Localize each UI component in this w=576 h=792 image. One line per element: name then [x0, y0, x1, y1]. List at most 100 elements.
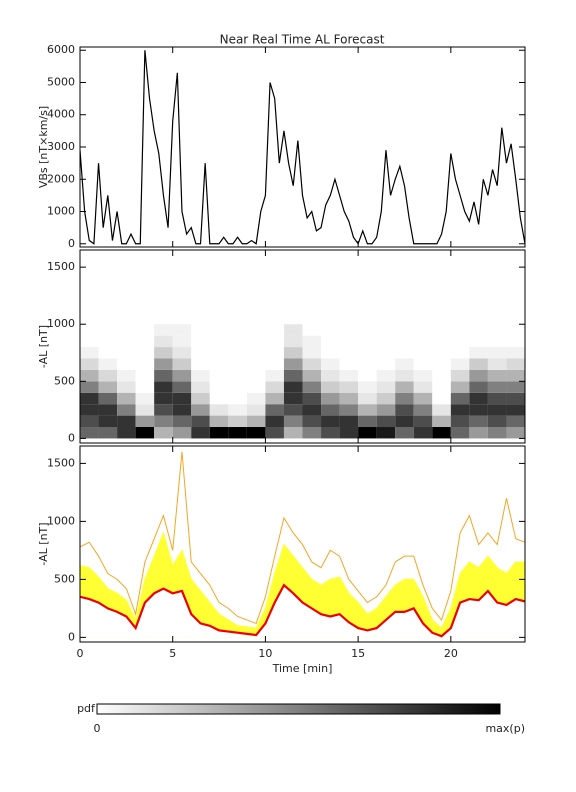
density-cell: [283, 347, 303, 359]
density-cell: [358, 369, 377, 382]
density-cell: [98, 347, 118, 359]
density-cell: [413, 358, 433, 370]
density-cell: [376, 335, 396, 348]
y-tick-label: 5000: [47, 75, 75, 88]
density-cell: [265, 404, 284, 416]
density-cell: [450, 392, 470, 405]
density-cell: [302, 369, 322, 382]
density-cell: [358, 347, 377, 359]
density-cell: [506, 324, 525, 336]
density-cell: [395, 404, 414, 416]
series-line: [80, 451, 525, 625]
density-cell: [487, 347, 507, 359]
density-cell: [358, 404, 377, 416]
density-cell: [209, 347, 229, 359]
density-cell: [339, 369, 359, 382]
density-cell: [487, 404, 507, 416]
density-cell: [117, 335, 136, 348]
y-tick-label: 4000: [47, 108, 75, 121]
y-tick-label: 1000: [47, 514, 75, 527]
density-cell: [80, 347, 99, 359]
density-cell: [283, 415, 303, 428]
density-cell: [117, 369, 136, 382]
density-cell: [487, 381, 507, 393]
density-cell: [154, 404, 173, 416]
density-cell: [432, 335, 451, 348]
density-cell: [376, 392, 396, 405]
density-cell: [265, 358, 284, 370]
density-cell: [487, 324, 507, 336]
density-cell: [172, 369, 192, 382]
density-cell: [135, 404, 155, 416]
density-cell: [506, 358, 525, 370]
density-cell: [432, 324, 451, 336]
colorbar-max: max(p): [485, 722, 525, 735]
y-axis-label: VBs [nT×km/s]: [37, 106, 50, 188]
density-cell: [469, 381, 488, 393]
density-cell: [228, 358, 247, 370]
density-cell: [358, 335, 377, 348]
density-cell: [395, 427, 414, 439]
density-cell: [432, 358, 451, 370]
density-cell: [154, 347, 173, 359]
density-cell: [283, 369, 303, 382]
density-cell: [209, 369, 229, 382]
density-cell: [395, 324, 414, 336]
density-cell: [135, 335, 155, 348]
density-cell: [80, 381, 99, 393]
density-cell: [265, 324, 284, 336]
density-cell: [469, 415, 488, 428]
density-cell: [469, 369, 488, 382]
density-cell: [395, 381, 414, 393]
density-cell: [395, 369, 414, 382]
density-cell: [432, 369, 451, 382]
density-cell: [432, 392, 451, 405]
density-cell: [376, 381, 396, 393]
y-tick-label: 1000: [47, 317, 75, 330]
density-cell: [321, 381, 340, 393]
density-cell: [246, 415, 266, 428]
density-cell: [395, 415, 414, 428]
density-cell: [265, 369, 284, 382]
density-cell: [98, 381, 118, 393]
density-cell: [339, 427, 359, 439]
density-cell: [209, 392, 229, 405]
density-cell: [209, 404, 229, 416]
density-cell: [376, 358, 396, 370]
density-cell: [191, 358, 210, 370]
density-cell: [321, 335, 340, 348]
density-cell: [246, 369, 266, 382]
density-cell: [450, 324, 470, 336]
density-cell: [228, 347, 247, 359]
density-cell: [228, 392, 247, 405]
density-cell: [283, 404, 303, 416]
y-tick-label: 500: [54, 374, 75, 387]
density-cell: [302, 358, 322, 370]
density-cell: [506, 347, 525, 359]
density-cell: [339, 392, 359, 405]
density-cell: [450, 358, 470, 370]
density-cell: [191, 335, 210, 348]
density-cell: [117, 415, 136, 428]
density-cell: [321, 427, 340, 439]
density-cell: [154, 335, 173, 348]
density-cell: [358, 427, 377, 439]
chart-title: Near Real Time AL Forecast: [220, 33, 385, 47]
density-cell: [265, 347, 284, 359]
y-tick-label: 1500: [47, 260, 75, 273]
density-cell: [395, 358, 414, 370]
density-cell: [487, 392, 507, 405]
density-cell: [339, 358, 359, 370]
density-cell: [117, 381, 136, 393]
density-cell: [80, 392, 99, 405]
density-cell: [135, 427, 155, 439]
density-cell: [506, 404, 525, 416]
density-cell: [395, 347, 414, 359]
density-cell: [80, 335, 99, 348]
density-cell: [191, 324, 210, 336]
density-cell: [302, 404, 322, 416]
density-cell: [450, 369, 470, 382]
density-cell: [98, 392, 118, 405]
density-cell: [321, 404, 340, 416]
density-cell: [80, 324, 99, 336]
